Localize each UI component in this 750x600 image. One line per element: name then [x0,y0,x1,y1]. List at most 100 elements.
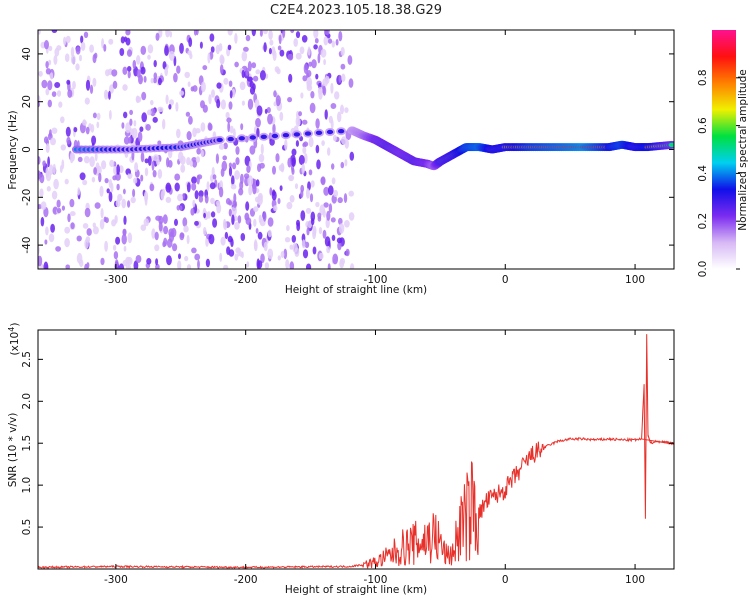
noise-speck [330,82,334,94]
noise-speck [255,179,260,187]
noise-speck [312,225,317,236]
noise-speck [121,122,125,129]
noise-speck [80,35,84,44]
noise-speck [257,163,262,172]
noise-speck [105,69,110,77]
noise-speck [226,117,232,123]
noise-speck [190,86,195,92]
noise-speck [177,260,182,269]
noise-speck [82,179,88,186]
noise-speck [129,109,134,116]
noise-speck [140,66,146,75]
noise-speck [202,227,207,236]
noise-speck [200,81,206,93]
x-tick-label: 0 [502,274,509,286]
noise-speck [256,127,260,138]
noise-speck [108,38,114,45]
noise-speck [125,122,131,134]
noise-speck [96,121,100,129]
noise-speck [178,151,184,162]
noise-speck [91,176,96,183]
noise-speck [60,116,65,124]
noise-speck [350,263,355,269]
noise-speck [67,89,73,98]
noise-speck [146,258,152,265]
noise-speck [59,165,63,173]
noise-speck [56,45,62,51]
noise-speck [75,46,81,55]
spectrogram-ridge [71,126,674,171]
noise-speck [147,155,152,166]
x-tick-label: -200 [234,574,258,586]
noise-speck [345,248,350,257]
noise-speck [323,58,326,66]
noise-speck [348,212,355,221]
noise-speck [235,146,240,155]
noise-speck [253,206,259,213]
noise-speck [267,113,273,125]
noise-speck [310,91,315,99]
noise-speck [343,193,348,204]
colorbar-tick-label: 0.0 [697,261,709,278]
noise-speck [289,261,295,269]
noise-speck [216,82,222,89]
noise-speck [190,208,195,216]
noise-speck [302,146,307,154]
noise-speck [94,151,98,162]
noise-speck [337,197,343,204]
noise-speck [176,205,181,211]
noise-speck [91,135,97,146]
noise-speck [162,241,166,248]
noise-speck [337,111,342,123]
noise-speck [301,119,308,125]
noise-speck [303,153,308,164]
noise-speck [92,226,99,235]
noise-speck [220,168,225,177]
noise-speck [48,233,55,243]
noise-speck [235,157,240,166]
noise-speck [115,236,121,245]
noise-speck [195,30,199,36]
noise-speck [229,125,234,134]
noise-speck [144,167,149,177]
noise-speck [180,164,186,173]
noise-speck [56,207,62,214]
noise-speck [38,95,41,104]
noise-speck [82,120,87,126]
x-tick-label: 100 [625,574,645,586]
noise-speck [169,99,174,106]
noise-speck [84,207,91,218]
noise-speck [226,246,231,256]
noise-speck [311,59,317,69]
noise-speck [125,168,131,176]
noise-speck [348,78,354,88]
noise-speck [89,84,94,95]
noise-speck [119,48,125,56]
noise-speck [338,31,343,42]
noise-speck [128,136,132,144]
noise-speck [231,175,235,186]
noise-speck [126,49,133,57]
noise-speck [187,50,192,56]
noise-speck [123,215,127,225]
noise-speck [83,156,90,164]
noise-speck [286,201,293,210]
noise-speck [48,59,52,66]
noise-speck [176,128,181,139]
noise-speck [249,80,254,88]
noise-speck [264,108,268,114]
noise-speck [69,198,75,208]
noise-speck [278,34,282,45]
noise-speck [127,70,131,79]
noise-speck [246,261,250,268]
noise-speck [157,106,164,113]
noise-speck [318,227,323,235]
noise-speck [272,50,277,61]
noise-speck [255,69,261,75]
noise-speck [191,176,197,184]
noise-speck [295,140,299,147]
spectrogram-x-label: Height of straight line (km) [285,284,427,296]
noise-speck [165,196,172,203]
